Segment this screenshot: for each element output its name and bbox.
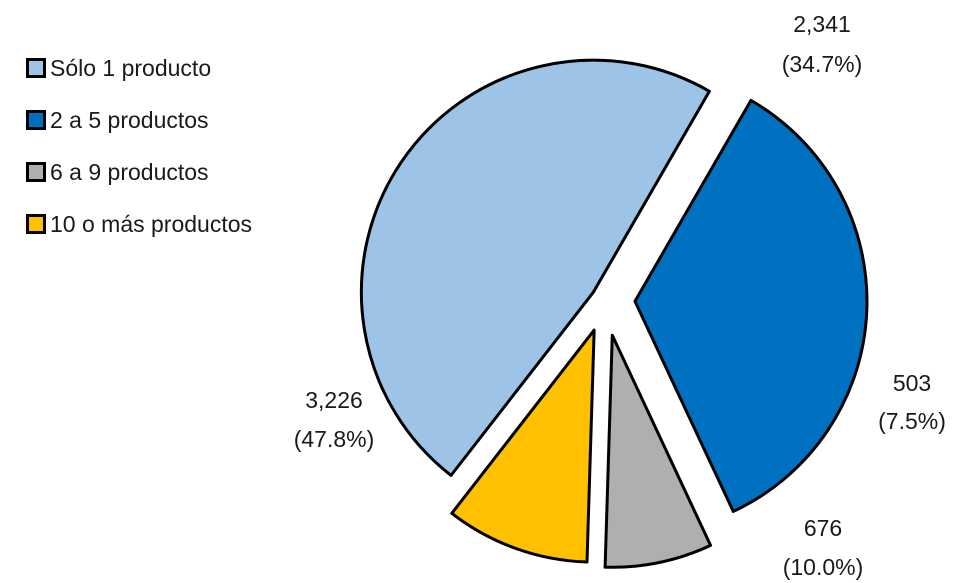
data-label-value-10-o-mas: 676 <box>804 515 842 541</box>
slice-solo-1 <box>359 58 711 477</box>
chart-legend: Sólo 1 producto 2 a 5 productos 6 a 9 pr… <box>26 42 252 250</box>
slice-2-a-5 <box>633 98 869 513</box>
legend-item-2-a-5: 2 a 5 productos <box>26 94 252 146</box>
legend-item-solo-1: Sólo 1 producto <box>26 42 252 94</box>
legend-label-10-o-mas: 10 o más productos <box>50 210 253 237</box>
data-label-percent-6-a-9: (7.5%) <box>878 408 946 434</box>
legend-swatch-2-a-5 <box>26 110 46 130</box>
data-label-value-6-a-9: 503 <box>893 370 931 396</box>
data-label-percent-solo-1: (47.8%) <box>294 426 375 452</box>
data-label-value-2-a-5: 2,341 <box>793 11 851 37</box>
legend-label-solo-1: Sólo 1 producto <box>50 54 212 81</box>
legend-label-6-a-9: 6 a 9 productos <box>50 158 209 185</box>
legend-item-6-a-9: 6 a 9 productos <box>26 146 252 198</box>
slice-10-o-mas <box>450 328 596 564</box>
pie-slices <box>359 58 869 569</box>
data-label-percent-10-o-mas: (10.0%) <box>783 554 864 580</box>
slice-6-a-9 <box>603 333 713 569</box>
legend-swatch-solo-1 <box>26 58 46 78</box>
legend-item-10-o-mas: 10 o más productos <box>26 198 252 250</box>
legend-swatch-6-a-9 <box>26 162 46 182</box>
data-label-value-solo-1: 3,226 <box>305 387 363 413</box>
legend-swatch-10-o-mas <box>26 214 46 234</box>
legend-label-2-a-5: 2 a 5 productos <box>50 106 209 133</box>
data-label-percent-2-a-5: (34.7%) <box>782 51 863 77</box>
